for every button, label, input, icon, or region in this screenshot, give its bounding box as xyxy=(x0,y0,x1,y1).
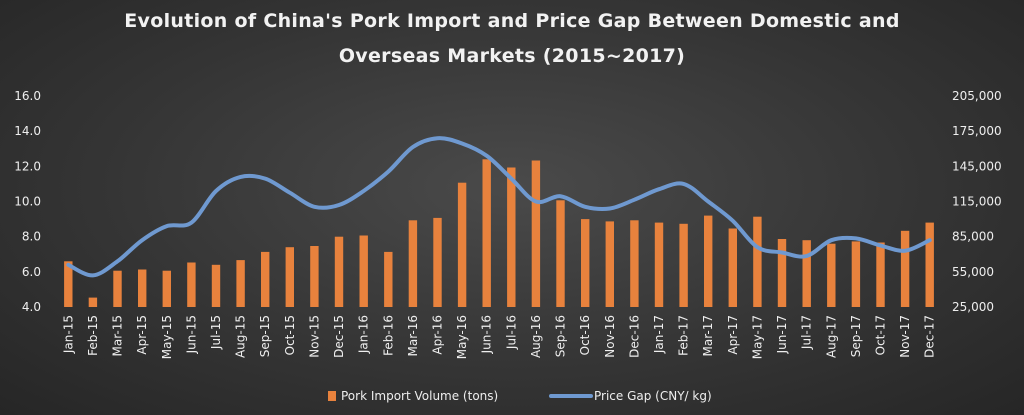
bar-aug-17 xyxy=(827,243,836,307)
x-axis-tick-label: Dec-16 xyxy=(627,315,641,358)
x-axis-tick-label: Jul-17 xyxy=(800,315,814,350)
legend-label-price-gap: Price Gap (CNY/ kg) xyxy=(594,389,712,403)
legend: Pork Import Volume (tons) Price Gap (CNY/… xyxy=(328,389,712,403)
right-axis-tick-label: 85,000 xyxy=(952,230,994,244)
bar-jul-16 xyxy=(507,167,516,307)
legend-label-pork-import: Pork Import Volume (tons) xyxy=(341,389,498,403)
x-axis-tick-label: Jun-15 xyxy=(184,315,198,354)
bar-sep-17 xyxy=(851,241,861,307)
bar-mar-16 xyxy=(408,220,418,307)
x-axis-tick-label: Jan-17 xyxy=(652,315,666,354)
bar-jul-15 xyxy=(211,264,221,307)
bar-jun-15 xyxy=(187,262,196,307)
x-axis-tick-label: Mar-16 xyxy=(406,315,420,356)
x-axis-tick-label: Feb-16 xyxy=(381,315,395,356)
bar-feb-15 xyxy=(88,297,98,307)
axes: 4.0 6.0 8.0 10.0 12.0 14.0 16.0 25,000 55,000 85,… xyxy=(14,89,1001,359)
bar-may-17 xyxy=(753,216,762,307)
right-axis-tick-label: 145,000 xyxy=(952,159,1002,173)
bar-oct-15 xyxy=(285,247,294,307)
bar-jan-15 xyxy=(64,261,73,307)
x-axis-tick-label: Nov-15 xyxy=(307,315,321,358)
line-series-price-gap xyxy=(66,136,932,278)
bar-series-pork-import xyxy=(64,159,934,307)
x-axis-tick-label: May-16 xyxy=(455,315,469,359)
x-axis-tick-label: Jan-15 xyxy=(61,315,75,354)
price-gap-line xyxy=(66,136,932,278)
bar-dec-15 xyxy=(334,236,344,307)
bar-nov-15 xyxy=(310,246,319,307)
left-axis-tick-label: 6.0 xyxy=(22,265,41,279)
bar-oct-16 xyxy=(581,219,590,307)
x-axis-tick-label: Jul-16 xyxy=(504,315,518,350)
x-axis-tick-label: Feb-17 xyxy=(677,315,691,356)
x-axis-tick-label: May-15 xyxy=(160,315,174,359)
x-axis-tick-label: Apr-17 xyxy=(726,315,740,355)
x-axis-tick-label: Dec-15 xyxy=(332,315,346,358)
x-axis-tick-label: Oct-17 xyxy=(874,315,888,355)
bar-sep-15 xyxy=(261,251,270,307)
bar-aug-16 xyxy=(531,160,541,307)
right-axis-tick-label: 175,000 xyxy=(952,124,1002,138)
chart-title-line-1: Evolution of China's Pork Import and Pri… xyxy=(124,10,900,32)
legend-swatch-pork-import xyxy=(328,391,336,401)
x-axis-tick-label: Jul-15 xyxy=(209,315,223,350)
left-axis-tick-label: 8.0 xyxy=(22,230,41,244)
x-axis-tick-label: Jun-17 xyxy=(775,315,789,354)
bar-oct-17 xyxy=(876,242,885,307)
x-axis-tick-label: Feb-15 xyxy=(86,315,100,356)
chart-title-line-2: Overseas Markets (2015~2017) xyxy=(338,45,686,67)
x-axis-tick-label: Sep-17 xyxy=(849,315,863,357)
bar-nov-17 xyxy=(900,230,910,307)
bar-feb-17 xyxy=(679,223,688,307)
x-axis-tick-label: Apr-15 xyxy=(135,315,149,355)
bar-sep-16 xyxy=(556,200,565,307)
x-axis-tick-label: Oct-15 xyxy=(283,315,297,355)
x-axis-tick-label: Sep-15 xyxy=(258,315,272,357)
left-axis-tick-label: 14.0 xyxy=(14,124,41,138)
left-axis-tick-label: 12.0 xyxy=(14,159,41,173)
right-axis-tick-label: 205,000 xyxy=(952,89,1002,103)
bar-jul-17 xyxy=(802,240,811,307)
x-axis-tick-label: Oct-16 xyxy=(578,315,592,355)
x-axis-tick-label: Aug-15 xyxy=(234,315,248,358)
x-axis-tick-label: Sep-16 xyxy=(554,315,568,357)
right-axis-tick-label: 25,000 xyxy=(952,300,994,314)
x-axis-tick-label: Mar-17 xyxy=(701,315,715,356)
right-axis-tick-label: 55,000 xyxy=(952,265,994,279)
x-axis-tick-label: Jun-16 xyxy=(480,315,494,354)
bar-may-15 xyxy=(162,270,171,307)
bar-feb-16 xyxy=(384,251,393,307)
bar-dec-16 xyxy=(630,220,639,307)
bar-jun-17 xyxy=(777,239,787,307)
bar-jan-17 xyxy=(654,222,664,307)
bar-may-16 xyxy=(457,182,467,307)
bar-jan-16 xyxy=(359,235,368,307)
bar-nov-16 xyxy=(605,221,614,307)
x-axis-tick-label: Mar-15 xyxy=(111,315,125,356)
x-axis-tick-label: Aug-17 xyxy=(824,315,838,358)
bar-apr-17 xyxy=(728,228,737,307)
x-axis-tick-label: Jan-16 xyxy=(357,315,371,354)
bar-aug-15 xyxy=(236,260,245,307)
bar-apr-15 xyxy=(138,269,147,307)
left-axis-tick-label: 10.0 xyxy=(14,195,41,209)
x-axis-tick-label: Apr-16 xyxy=(431,315,445,355)
right-axis-tick-label: 115,000 xyxy=(952,195,1002,209)
x-axis-tick-label: Dec-17 xyxy=(923,315,937,358)
left-axis-tick-label: 16.0 xyxy=(14,89,41,103)
bar-apr-16 xyxy=(433,217,442,307)
x-axis-tick-label: Nov-17 xyxy=(898,315,912,358)
x-axis-tick-label: Aug-16 xyxy=(529,315,543,358)
bar-mar-17 xyxy=(704,215,713,307)
x-axis-tick-label: May-17 xyxy=(750,315,764,359)
left-axis-tick-label: 4.0 xyxy=(22,300,41,314)
bar-jun-16 xyxy=(482,159,491,307)
bar-mar-15 xyxy=(113,270,122,307)
bar-dec-17 xyxy=(925,222,934,307)
x-axis-tick-label: Nov-16 xyxy=(603,315,617,358)
